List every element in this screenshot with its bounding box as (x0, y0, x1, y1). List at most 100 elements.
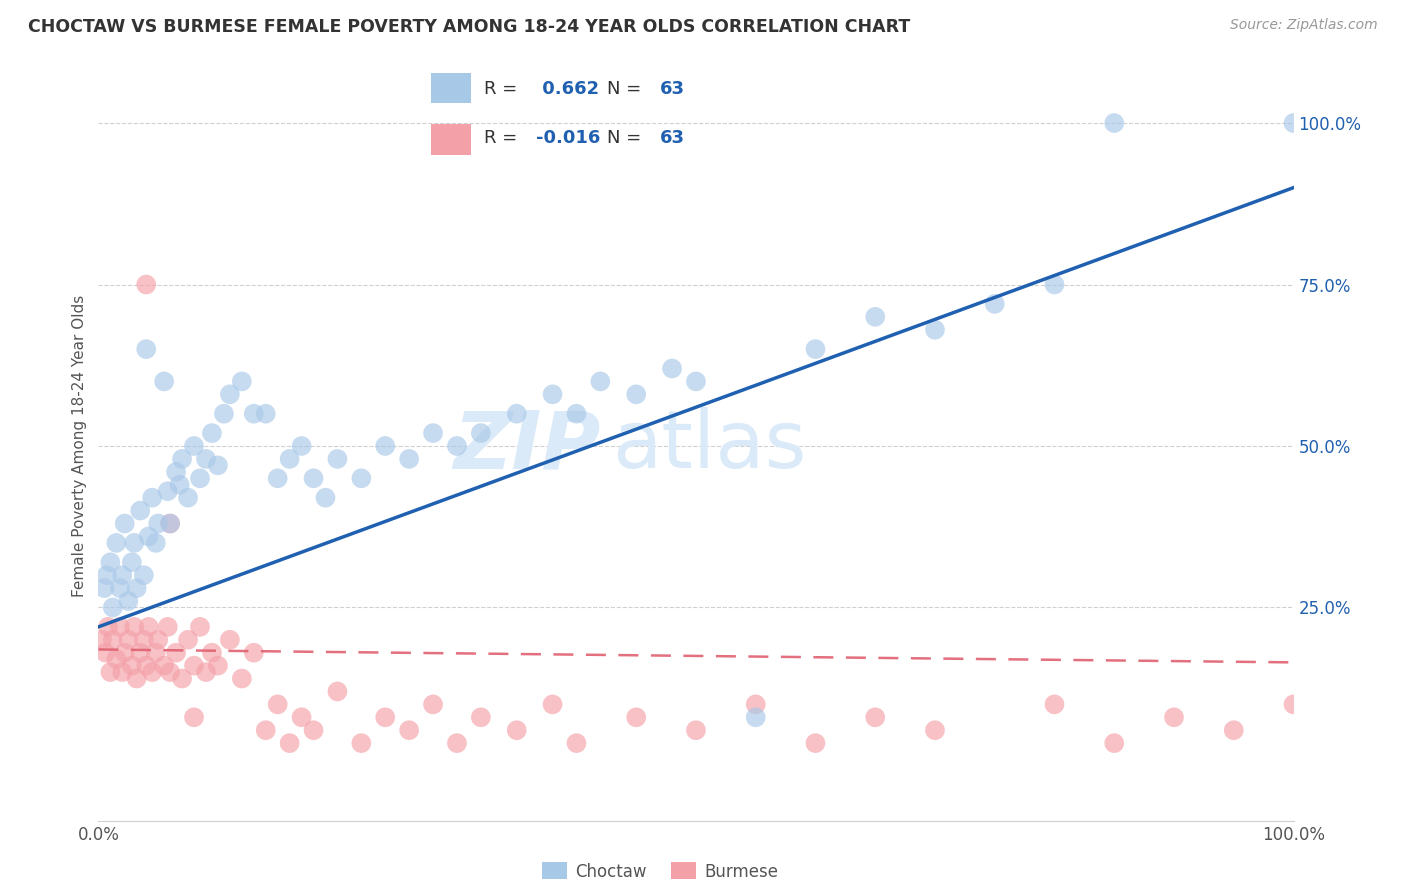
Point (121, 658, 143, 673)
Y-axis label: Female Poverty Among 18-24 Year Olds: Female Poverty Among 18-24 Year Olds (72, 295, 87, 597)
Point (626, 387, 648, 401)
Point (865, 710, 887, 724)
Point (541, 698, 564, 712)
Point (98, 555, 122, 569)
Text: 63: 63 (659, 80, 685, 98)
Point (165, 646, 187, 660)
Point (1282, 116, 1305, 130)
Point (267, 471, 290, 485)
Point (114, 516, 136, 531)
Point (138, 620, 160, 634)
Point (165, 465, 187, 479)
Text: N =: N = (607, 80, 647, 98)
Point (326, 451, 349, 466)
Point (159, 516, 181, 531)
Point (626, 710, 648, 724)
Point (201, 646, 224, 660)
Point (114, 646, 136, 660)
Text: CHOCTAW VS BURMESE FEMALE POVERTY AMONG 18-24 YEAR OLDS CORRELATION CHART: CHOCTAW VS BURMESE FEMALE POVERTY AMONG … (28, 18, 910, 36)
Point (254, 723, 277, 738)
Point (924, 723, 946, 738)
Point (159, 665, 181, 679)
Point (446, 736, 468, 750)
Point (101, 600, 124, 615)
Point (105, 536, 128, 550)
Point (804, 736, 827, 750)
Point (267, 698, 290, 712)
Text: N =: N = (607, 129, 647, 147)
Point (685, 723, 707, 738)
Point (91, 632, 114, 647)
Point (219, 632, 242, 647)
Point (374, 710, 396, 724)
Point (105, 652, 128, 666)
Point (124, 536, 146, 550)
Point (132, 568, 155, 582)
Point (685, 375, 707, 389)
Point (398, 723, 420, 738)
Point (315, 491, 337, 505)
Point (984, 297, 1007, 311)
Point (804, 342, 827, 356)
Point (177, 632, 200, 647)
Point (1163, 710, 1185, 724)
Point (350, 471, 373, 485)
Point (188, 620, 211, 634)
Point (231, 672, 253, 686)
Point (745, 710, 768, 724)
Point (145, 536, 167, 550)
Text: 63: 63 (659, 129, 685, 147)
Bar (432, 124, 471, 155)
Point (129, 503, 152, 517)
Text: Source: ZipAtlas.com: Source: ZipAtlas.com (1230, 18, 1378, 32)
Text: -0.016: -0.016 (536, 129, 600, 147)
Point (145, 646, 167, 660)
Point (159, 516, 181, 531)
Point (183, 439, 205, 453)
Point (97, 620, 120, 634)
Point (153, 658, 176, 673)
Point (541, 387, 564, 401)
Point (124, 620, 146, 634)
Point (422, 426, 444, 441)
Point (125, 581, 148, 595)
Point (278, 736, 301, 750)
Point (156, 484, 179, 499)
Point (183, 658, 205, 673)
Point (1223, 723, 1246, 738)
Point (138, 529, 160, 543)
Point (172, 451, 194, 466)
Point (398, 451, 420, 466)
Point (201, 426, 224, 441)
Text: R =: R = (484, 129, 523, 147)
Point (470, 710, 492, 724)
Point (94, 646, 117, 660)
Point (135, 658, 157, 673)
Point (278, 451, 301, 466)
Point (212, 407, 235, 421)
Point (141, 665, 163, 679)
Point (172, 672, 194, 686)
Point (865, 310, 887, 324)
Bar (432, 73, 471, 103)
Point (135, 342, 157, 356)
Point (1104, 116, 1126, 130)
Point (291, 710, 314, 724)
Point (374, 439, 396, 453)
Point (132, 632, 155, 647)
Point (108, 581, 131, 595)
Point (589, 375, 612, 389)
Point (1282, 698, 1305, 712)
Point (135, 277, 157, 292)
Point (446, 439, 468, 453)
Point (129, 646, 152, 660)
Point (1043, 698, 1066, 712)
Point (148, 516, 170, 531)
Text: atlas: atlas (613, 407, 807, 485)
Point (243, 407, 266, 421)
Point (302, 723, 325, 738)
Text: ZIP: ZIP (453, 407, 600, 485)
Point (326, 684, 349, 698)
Point (1043, 277, 1066, 292)
Point (101, 632, 124, 647)
